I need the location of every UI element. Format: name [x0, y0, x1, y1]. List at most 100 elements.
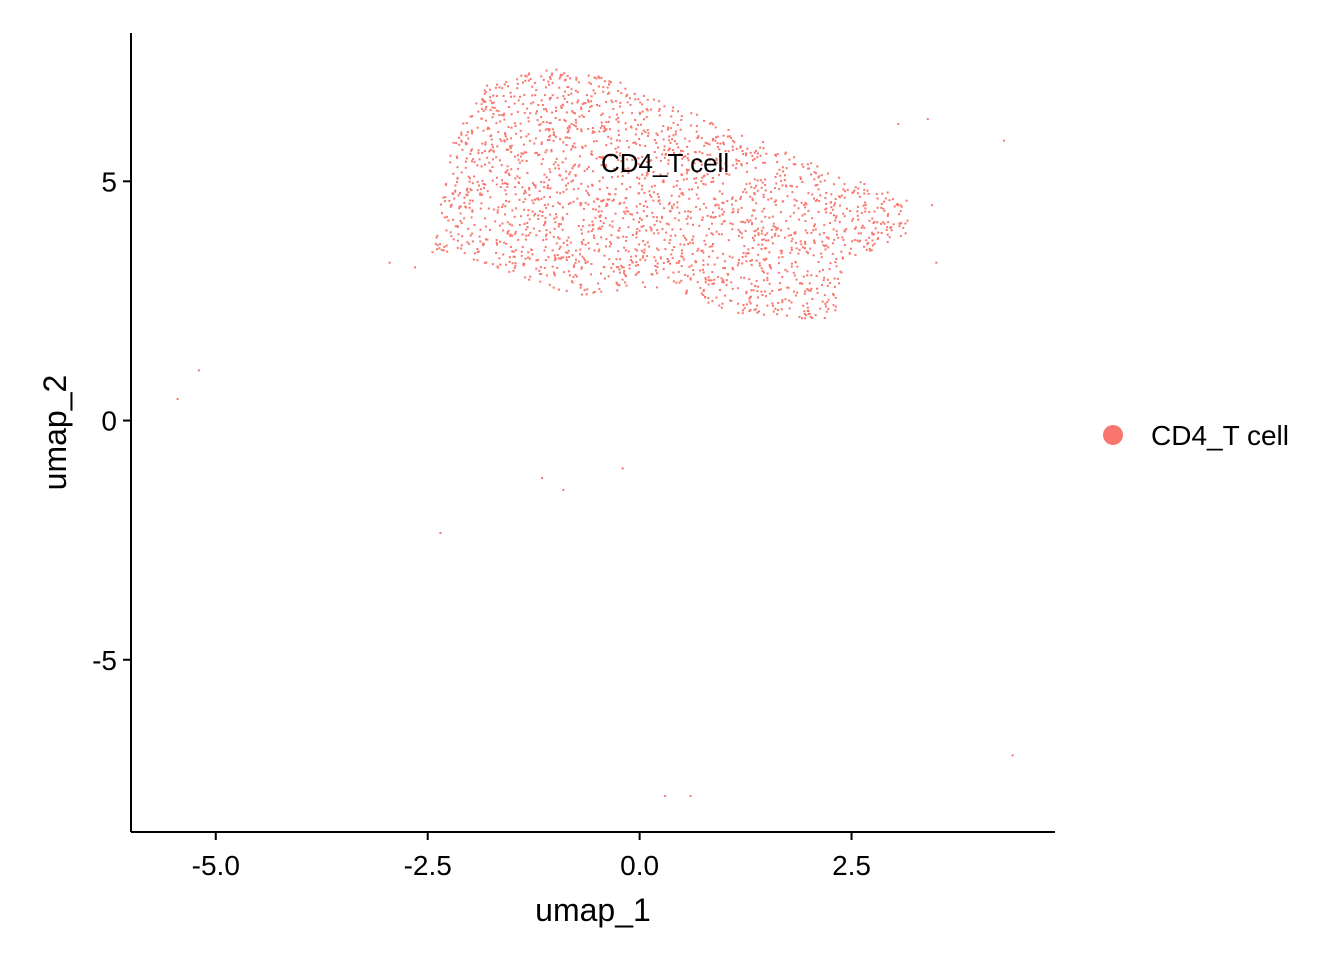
scatter-point — [571, 254, 574, 257]
scatter-point — [491, 263, 494, 266]
scatter-point — [731, 256, 734, 259]
scatter-point — [656, 266, 659, 268]
scatter-point — [565, 144, 568, 146]
scatter-point — [618, 154, 621, 157]
scatter-point — [501, 182, 504, 185]
scatter-point — [751, 259, 753, 262]
scatter-point — [540, 141, 543, 144]
scatter-point — [537, 154, 540, 156]
scatter-point — [777, 227, 780, 230]
scatter-point — [664, 248, 667, 251]
scatter-point — [663, 105, 666, 108]
scatter-point — [500, 140, 503, 143]
scatter-point — [839, 270, 842, 273]
scatter-point — [461, 235, 464, 238]
scatter-point — [800, 201, 803, 204]
scatter-point — [520, 250, 523, 253]
scatter-point — [750, 186, 753, 189]
scatter-point — [790, 301, 793, 304]
scatter-point — [739, 197, 742, 200]
scatter-point — [511, 250, 514, 253]
scatter-point — [556, 267, 559, 269]
scatter-point — [672, 134, 675, 137]
scatter-point — [659, 173, 662, 176]
scatter-point — [467, 191, 470, 194]
scatter-point — [807, 209, 810, 212]
scatter-point — [564, 120, 567, 123]
scatter-point — [554, 257, 557, 260]
scatter-point — [688, 197, 691, 200]
scatter-point — [522, 103, 525, 106]
scatter-point — [701, 152, 704, 155]
scatter-point — [753, 157, 756, 160]
scatter-point — [527, 234, 530, 237]
scatter-point — [603, 254, 606, 257]
scatter-point — [712, 180, 715, 183]
scatter-point — [485, 91, 488, 94]
scatter-point — [558, 167, 560, 170]
scatter-point — [506, 165, 509, 168]
scatter-point — [748, 278, 751, 281]
scatter-point — [632, 234, 634, 236]
scatter-point — [459, 220, 462, 222]
scatter-point — [604, 129, 607, 132]
scatter-point — [580, 228, 583, 231]
scatter-point — [508, 270, 511, 273]
scatter-point — [671, 228, 674, 231]
scatter-point — [744, 255, 747, 258]
scatter-point — [542, 79, 545, 81]
scatter-point — [776, 161, 779, 164]
scatter-point — [682, 155, 685, 158]
scatter-point — [586, 168, 589, 171]
scatter-point — [793, 204, 796, 207]
scatter-point — [677, 270, 680, 273]
scatter-point — [686, 169, 689, 172]
scatter-point — [565, 256, 568, 259]
scatter-point — [597, 198, 600, 201]
scatter-point — [614, 147, 617, 150]
scatter-point — [559, 174, 562, 177]
scatter-point — [617, 120, 620, 123]
scatter-point — [600, 210, 603, 213]
scatter-point — [460, 247, 463, 250]
scatter-point — [624, 274, 627, 276]
scatter-point — [662, 268, 665, 271]
scatter-point — [549, 187, 552, 190]
scatter-point — [640, 164, 643, 167]
scatter-point — [890, 226, 893, 228]
scatter-point — [567, 86, 570, 88]
scatter-point — [481, 142, 484, 145]
scatter-point — [659, 256, 662, 259]
scatter-point — [625, 128, 628, 131]
scatter-point — [564, 157, 567, 160]
scatter-point — [466, 131, 469, 134]
scatter-point — [792, 211, 795, 214]
scatter-point — [631, 158, 634, 161]
scatter-point — [648, 245, 651, 248]
scatter-point — [864, 207, 867, 210]
scatter-point — [614, 100, 617, 103]
scatter-point — [749, 195, 752, 198]
scatter-point — [562, 488, 565, 491]
scatter-point — [895, 203, 898, 206]
scatter-point — [778, 168, 781, 171]
scatter-point — [460, 139, 463, 142]
scatter-point — [552, 235, 555, 238]
scatter-point — [559, 257, 562, 260]
scatter-point — [735, 162, 738, 165]
scatter-point — [814, 200, 817, 202]
scatter-point — [571, 146, 574, 149]
scatter-point — [548, 129, 550, 132]
scatter-point — [702, 259, 705, 262]
scatter-point — [689, 217, 692, 220]
scatter-point — [886, 241, 889, 244]
scatter-point — [518, 176, 521, 179]
scatter-point — [504, 213, 506, 216]
scatter-point — [646, 98, 649, 101]
scatter-point — [495, 109, 498, 112]
scatter-point — [504, 205, 507, 208]
scatter-point — [853, 189, 856, 192]
scatter-point — [590, 105, 593, 107]
scatter-point — [674, 133, 677, 136]
scatter-point — [501, 87, 504, 90]
